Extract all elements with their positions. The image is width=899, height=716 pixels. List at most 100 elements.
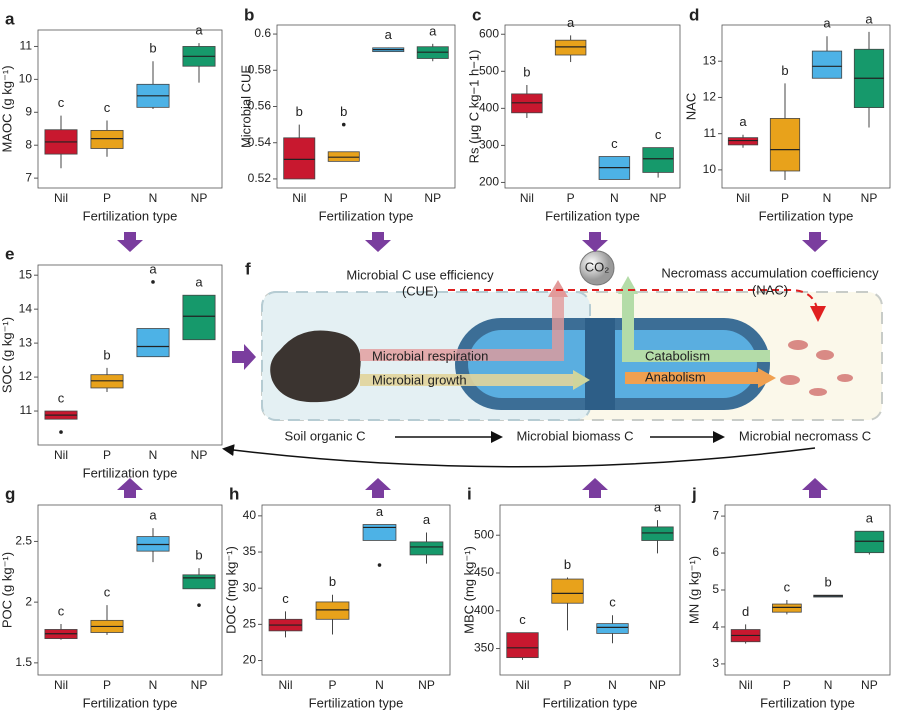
- x-tick-label: N: [824, 678, 833, 692]
- y-tick-label: 0.56: [248, 99, 272, 113]
- y-tick-label: 5: [712, 582, 719, 596]
- plot-frame: [261, 504, 451, 676]
- x-tick-label: NP: [649, 678, 666, 692]
- x-tick-label: Nil: [54, 678, 68, 692]
- significance-letter: b: [329, 574, 336, 589]
- y-tick-label: 8: [25, 137, 32, 151]
- down-arrow: [582, 232, 608, 252]
- significance-letter: a: [149, 261, 157, 276]
- y-tick-label: 11: [20, 39, 33, 53]
- y-tick-label: 12: [19, 369, 33, 383]
- box: [772, 603, 802, 613]
- panel-letter: e: [5, 244, 14, 263]
- significance-letter: a: [866, 511, 874, 526]
- y-tick-label: 1.5: [15, 655, 32, 669]
- box: [642, 147, 674, 173]
- box: [506, 632, 539, 659]
- panel-letter: j: [691, 484, 697, 503]
- significance-letter: b: [564, 557, 571, 572]
- respiration-arrow: [360, 295, 564, 361]
- significance-letter: a: [823, 16, 831, 31]
- y-axis-label: NAC: [683, 93, 698, 120]
- y-tick-label: 10: [19, 72, 33, 86]
- significance-letter: c: [519, 612, 526, 627]
- significance-letter: c: [58, 95, 65, 110]
- x-tick-label: NP: [191, 191, 208, 205]
- significance-letter: a: [195, 23, 203, 38]
- box: [409, 541, 444, 556]
- y-tick-label: 12: [703, 90, 717, 104]
- x-tick-label: Nil: [292, 191, 306, 205]
- y-tick-label: 13: [703, 53, 717, 67]
- y-tick-label: 10: [703, 162, 717, 176]
- x-tick-label: Nil: [736, 191, 750, 205]
- y-tick-label: 350: [474, 641, 494, 655]
- significance-letter: b: [825, 575, 832, 590]
- x-axis-label: Fertilization type: [309, 695, 404, 710]
- growth-arrowhead: [573, 370, 590, 390]
- x-tick-label: Nil: [54, 448, 68, 462]
- panel-letter: d: [689, 5, 699, 24]
- y-axis-label: MBC (mg kg⁻¹): [461, 546, 476, 634]
- significance-letter: a: [865, 11, 873, 26]
- x-axis-label: Fertilization type: [83, 465, 178, 480]
- significance-letter: a: [149, 508, 157, 523]
- nac-abbr: (NAC): [752, 282, 788, 297]
- significance-letter: b: [296, 104, 303, 119]
- respiration-label: Microbial respiration: [372, 348, 488, 363]
- y-axis-label: Microbial CUE: [238, 65, 253, 148]
- y-axis-label: MAOC (g kg⁻¹): [0, 65, 14, 152]
- co2-label: CO₂: [585, 259, 610, 274]
- y-axis-label: MN (g kg⁻¹): [686, 556, 701, 624]
- y-tick-label: 500: [474, 527, 494, 541]
- x-tick-label: N: [823, 191, 832, 205]
- x-tick-label: NP: [861, 191, 878, 205]
- x-tick-label: Nil: [739, 678, 753, 692]
- mbc-node: Microbial biomass C: [516, 428, 633, 443]
- x-tick-label: Nil: [279, 678, 293, 692]
- catabolism-arrowhead: [618, 276, 638, 294]
- significance-letter: a: [654, 500, 662, 515]
- co2-bubble: [579, 250, 615, 286]
- panel-letter: a: [5, 9, 15, 28]
- y-tick-label: 3: [712, 656, 719, 670]
- x-tick-label: NP: [191, 678, 208, 692]
- significance-letter: d: [742, 604, 749, 619]
- x-axis-label: Fertilization type: [83, 695, 178, 710]
- plot-frame: [724, 504, 891, 676]
- up-arrow: [365, 478, 391, 498]
- cell-septum: [585, 318, 615, 410]
- y-axis-label: POC (g kg⁻¹): [0, 552, 14, 628]
- x-tick-label: NP: [861, 678, 878, 692]
- soc-node: Soil organic C: [285, 428, 366, 443]
- up-arrow: [117, 478, 143, 498]
- box: [90, 129, 124, 149]
- mnc-node: Microbial necromass C: [739, 428, 871, 443]
- y-tick-label: 6: [712, 545, 719, 559]
- significance-letter: a: [567, 15, 575, 30]
- outlier: [151, 280, 155, 284]
- box: [727, 137, 759, 146]
- growth-label: Microbial growth: [372, 372, 467, 387]
- x-tick-label: NP: [418, 678, 435, 692]
- cue-label: Microbial C use efficiency: [346, 267, 494, 282]
- panel-letter: f: [245, 259, 251, 278]
- catabolism-label: Catabolism: [645, 348, 710, 363]
- x-tick-label: N: [149, 191, 158, 205]
- box: [136, 328, 170, 358]
- outlier: [377, 563, 382, 567]
- y-tick-label: 2: [25, 594, 32, 608]
- necromass-fragments: [780, 340, 853, 396]
- box: [641, 526, 674, 541]
- y-tick-label: 600: [479, 26, 499, 40]
- outlier: [197, 603, 201, 607]
- y-tick-label: 2.5: [15, 534, 32, 548]
- significance-letter: a: [423, 512, 431, 527]
- x-tick-label: N: [149, 448, 158, 462]
- y-tick-label: 11: [20, 403, 33, 417]
- x-tick-label: P: [563, 678, 571, 692]
- up-arrow: [582, 478, 608, 498]
- plot-frame: [37, 504, 223, 676]
- x-tick-label: N: [149, 678, 158, 692]
